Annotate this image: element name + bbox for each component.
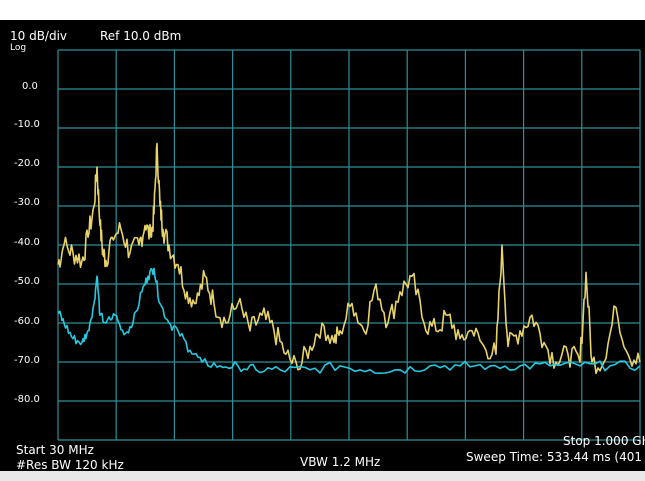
scale-type-label: Log — [10, 43, 27, 53]
y-tick-label: 0.0 — [22, 81, 38, 92]
y-tick-label: -10.0 — [14, 119, 40, 130]
y-tick-label: -70.0 — [14, 355, 40, 366]
y-tick-label: -50.0 — [14, 276, 40, 287]
y-tick-label: -20.0 — [14, 158, 40, 169]
y-tick-label: -30.0 — [14, 197, 40, 208]
res-bw-label: #Res BW 120 kHz — [16, 458, 124, 472]
sweep-time-label: Sweep Time: 533.44 ms (401 pts) — [466, 450, 645, 464]
scale-label: 10 dB/div — [10, 29, 68, 43]
ref-level-label: Ref 10.0 dBm — [100, 29, 182, 43]
vbw-label: VBW 1.2 MHz — [300, 455, 381, 469]
trace-yellow-line — [57, 142, 641, 375]
top-bezel — [0, 0, 645, 20]
trace-cyan-line — [57, 267, 641, 375]
y-tick-label: -80.0 — [14, 394, 40, 405]
y-tick-label: -40.0 — [14, 237, 40, 248]
y-tick-label: -60.0 — [14, 316, 40, 327]
stop-frequency-label: Stop 1.000 GHz — [563, 434, 645, 448]
bottom-bezel — [0, 471, 645, 481]
start-frequency-label: Start 30 MHz — [16, 443, 94, 457]
